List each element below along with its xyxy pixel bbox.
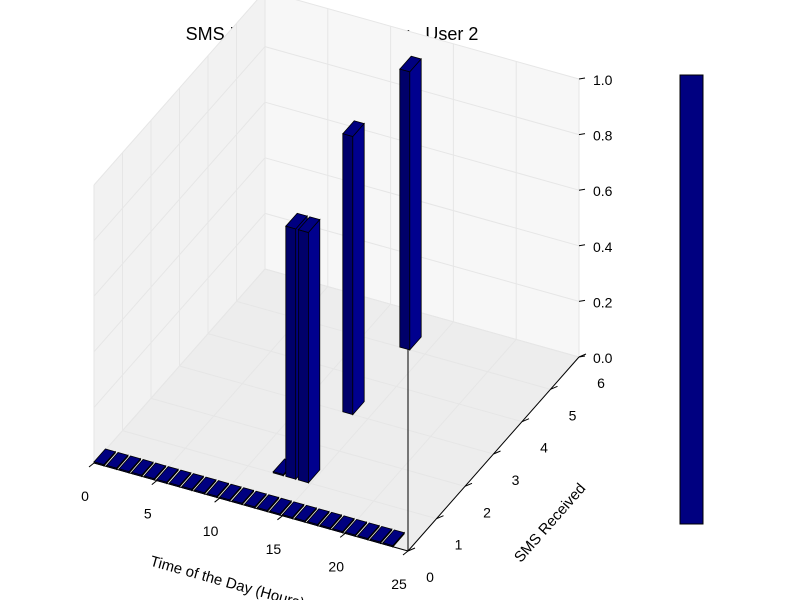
bar bbox=[344, 518, 368, 538]
gridline bbox=[264, 46, 580, 136]
x-tick-mark bbox=[277, 515, 283, 521]
bar bbox=[206, 480, 230, 499]
bar bbox=[331, 515, 355, 534]
gridline bbox=[93, 0, 258, 186]
x-tick-label: 5 bbox=[144, 506, 152, 522]
y-tick-mark bbox=[464, 482, 473, 487]
bar bbox=[382, 529, 406, 548]
y-tick-label: 4 bbox=[540, 440, 548, 456]
bar bbox=[130, 459, 154, 478]
bar bbox=[399, 55, 422, 351]
z-tick-label: 0.4 bbox=[593, 239, 613, 255]
bar bbox=[281, 501, 305, 520]
x-tick-mark bbox=[88, 462, 95, 468]
x-tick-mark bbox=[339, 533, 346, 538]
x-axis-label: Time of the Day (Hours) bbox=[148, 553, 306, 600]
y-tick-mark bbox=[550, 385, 558, 390]
z-tick-label: 0.0 bbox=[593, 350, 613, 366]
gridlines bbox=[93, 0, 580, 552]
gridline bbox=[93, 157, 266, 353]
bars bbox=[93, 55, 422, 548]
colorbar bbox=[679, 74, 704, 525]
bar bbox=[105, 452, 129, 471]
bar bbox=[156, 466, 179, 485]
y-tick-label: 2 bbox=[483, 504, 491, 520]
z-tick-label: 1.0 bbox=[593, 72, 613, 88]
y-tick-label: 3 bbox=[512, 472, 520, 488]
y-tick-label: 6 bbox=[597, 375, 605, 391]
z-tick-mark bbox=[578, 188, 586, 191]
z-tick-mark bbox=[578, 355, 586, 358]
x-tick-label: 20 bbox=[328, 558, 344, 574]
y-tick-label: 0 bbox=[426, 569, 434, 585]
gridline bbox=[93, 268, 266, 464]
z-tick-label: 0.2 bbox=[593, 294, 613, 310]
x-tick-mark bbox=[151, 480, 158, 485]
bar bbox=[269, 497, 293, 517]
bar bbox=[319, 511, 343, 531]
z-axis-ticks: 0.0 0.2 0.4 0.6 0.8 1.0 bbox=[578, 72, 613, 366]
bar bbox=[357, 522, 380, 541]
bar bbox=[93, 448, 117, 467]
bar bbox=[256, 494, 280, 513]
bar bbox=[342, 120, 365, 416]
gridline bbox=[207, 333, 523, 423]
x-tick-mark bbox=[214, 497, 220, 503]
x-tick-label: 10 bbox=[203, 523, 219, 539]
y-axis-ticks: 0 1 2 3 4 5 6 bbox=[407, 353, 605, 585]
z-tick-mark bbox=[578, 299, 586, 302]
z-tick-label: 0.6 bbox=[593, 183, 613, 199]
y-tick-mark bbox=[436, 515, 444, 520]
x-tick-mark bbox=[402, 550, 409, 556]
z-tick-label: 0.8 bbox=[593, 128, 613, 144]
bar bbox=[143, 462, 167, 481]
z-tick-mark bbox=[578, 77, 586, 80]
bar bbox=[181, 473, 205, 492]
gridline bbox=[93, 101, 266, 297]
bar bbox=[369, 525, 393, 545]
bar bbox=[118, 455, 142, 474]
gridline bbox=[179, 365, 494, 455]
gridline bbox=[93, 213, 266, 408]
y-tick-mark bbox=[493, 450, 501, 455]
y-tick-label: 1 bbox=[455, 537, 463, 553]
gridline bbox=[264, 101, 580, 191]
bar bbox=[294, 504, 318, 524]
gridline bbox=[93, 46, 266, 241]
x-axis-ticks: 0 5 10 15 20 25 bbox=[81, 462, 409, 592]
x-tick-label: 25 bbox=[391, 576, 407, 592]
z-tick-mark bbox=[578, 133, 586, 136]
y-tick-label: 5 bbox=[569, 407, 577, 423]
x-tick-label: 15 bbox=[266, 541, 282, 557]
bar bbox=[243, 490, 267, 510]
bar bbox=[231, 487, 255, 506]
bar bbox=[168, 469, 192, 488]
bar bbox=[218, 483, 242, 503]
gridline bbox=[295, 0, 580, 80]
bar bbox=[306, 508, 330, 527]
y-tick-mark bbox=[407, 547, 416, 552]
bar bbox=[193, 476, 217, 496]
x-tick-label: 0 bbox=[81, 488, 89, 504]
z-tick-mark bbox=[578, 244, 586, 247]
gridline bbox=[264, 157, 580, 247]
y-tick-mark bbox=[521, 418, 530, 423]
y-axis-label: SMS Received bbox=[511, 480, 589, 566]
bar bbox=[297, 216, 321, 484]
